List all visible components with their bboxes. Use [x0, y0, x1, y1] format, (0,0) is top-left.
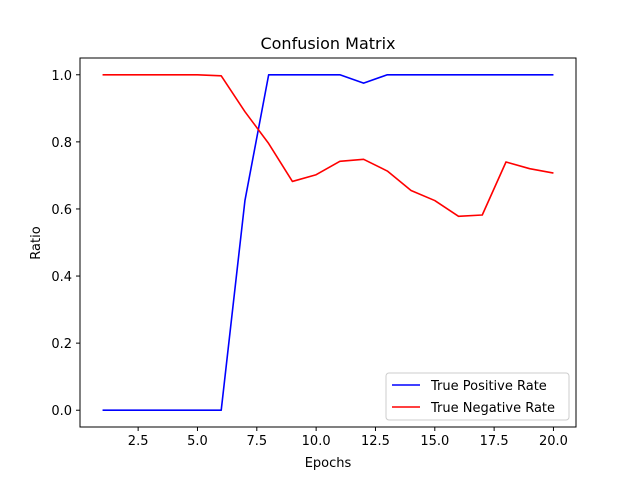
legend-label-2: True Negative Rate [430, 401, 555, 416]
x-tick-label: 15.0 [420, 434, 449, 449]
x-axis-title: Epochs [305, 456, 352, 471]
x-tick-label: 10.0 [302, 434, 331, 449]
y-tick-label: 1.0 [51, 69, 72, 84]
y-tick-label: 0.8 [51, 136, 72, 151]
x-tick-label: 7.5 [246, 434, 267, 449]
x-tick-label: 5.0 [187, 434, 208, 449]
series-line-1 [102, 73, 554, 412]
legend: True Positive Rate True Negative Rate [385, 372, 570, 421]
y-tick-label: 0.6 [51, 203, 72, 218]
y-tick-label: 0.2 [51, 337, 72, 352]
x-tick-label: 20.0 [539, 434, 568, 449]
y-tick-label: 0.0 [51, 404, 72, 419]
plot-frame [79, 57, 577, 428]
plot-area: 2.5 5.0 7.5 10.0 12.5 15.0 17.5 20.0 0.0 0.2 0.4 0.… [51, 57, 577, 449]
x-tick-label: 12.5 [361, 434, 390, 449]
series-line-2 [102, 73, 554, 218]
legend-label-1: True Positive Rate [430, 379, 547, 394]
legend-box [385, 372, 570, 421]
x-tick-label: 17.5 [480, 434, 509, 449]
y-tick-label: 0.4 [51, 270, 72, 285]
x-tick-label: 2.5 [128, 434, 149, 449]
y-axis-title: Ratio [29, 226, 44, 259]
chart-title: Confusion Matrix [260, 34, 395, 53]
